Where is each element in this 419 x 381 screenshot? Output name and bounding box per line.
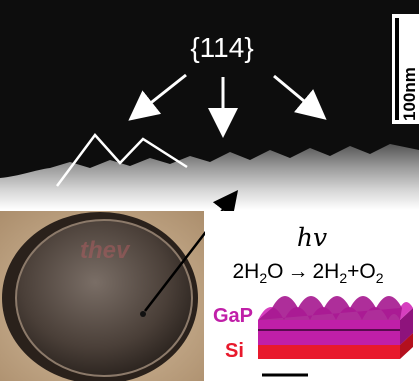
arrow-left [128, 73, 187, 121]
water-splitting-equation: 2H2O → 2H2+O2 [232, 260, 383, 286]
arrow-right [273, 74, 327, 120]
sem-facet-label: {114} [190, 32, 253, 63]
wafer-photo: thev [0, 211, 204, 381]
gap-label: GaP [213, 305, 253, 327]
schematic-panel: hv 2H2O → 2H2+O2 GaP Si [205, 211, 419, 381]
layer-stack [258, 296, 413, 359]
photon-symbol: hv [297, 223, 327, 252]
scale-bar-label: 100nm [400, 67, 419, 121]
wafer-overlay-text: thev [80, 237, 131, 264]
sem-facet-outline [55, 133, 188, 187]
sem-surface [0, 144, 419, 210]
si-label: Si [225, 340, 244, 362]
scale-bar: 100nm [392, 14, 419, 124]
sem-panel: {114} 100nm [0, 0, 419, 210]
